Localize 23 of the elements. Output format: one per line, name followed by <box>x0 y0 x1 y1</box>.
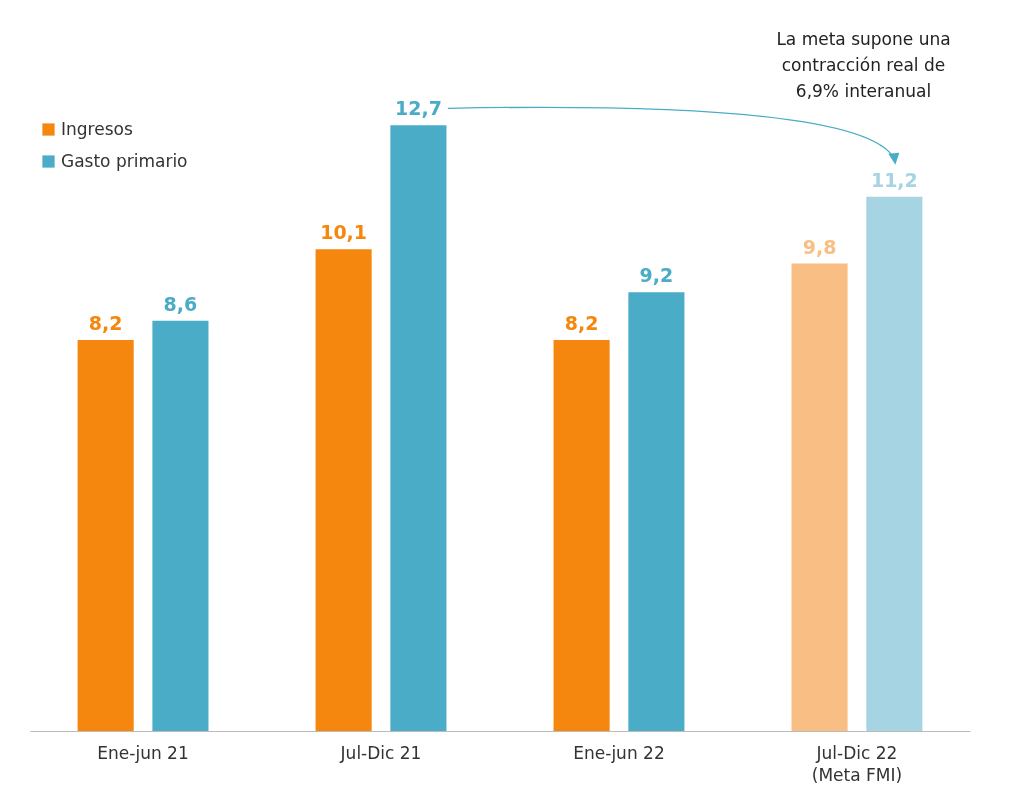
bar <box>553 339 610 731</box>
data-label: 11,2 <box>870 168 918 191</box>
text: La meta supone una contracción real de 6,9% interanual <box>776 28 951 104</box>
data-label: 8,2 <box>564 311 599 334</box>
data-label: 10,1 <box>320 221 368 244</box>
data-label: 8,6 <box>163 292 198 315</box>
x-tick-label: Jul-Dic 22 (Meta FMI) <box>811 742 903 785</box>
x-tick-label: Ene-jun 21 <box>97 742 189 763</box>
bar <box>315 249 372 731</box>
bar <box>628 292 685 731</box>
data-label: 9,8 <box>802 235 837 258</box>
x-tick-label: Ene-jun 22 <box>573 742 665 763</box>
bar <box>866 196 923 731</box>
data-label: 8,2 <box>88 311 123 334</box>
bar <box>77 339 134 731</box>
data-label: 9,2 <box>639 264 674 287</box>
bar <box>390 125 447 731</box>
x-tick-label: Jul-Dic 21 <box>339 742 422 763</box>
bar <box>152 320 209 731</box>
legend-label: Ingresos <box>61 118 133 139</box>
bar <box>791 263 848 731</box>
data-label: 12,7 <box>394 97 442 120</box>
legend-label: Gasto primario <box>61 150 188 171</box>
